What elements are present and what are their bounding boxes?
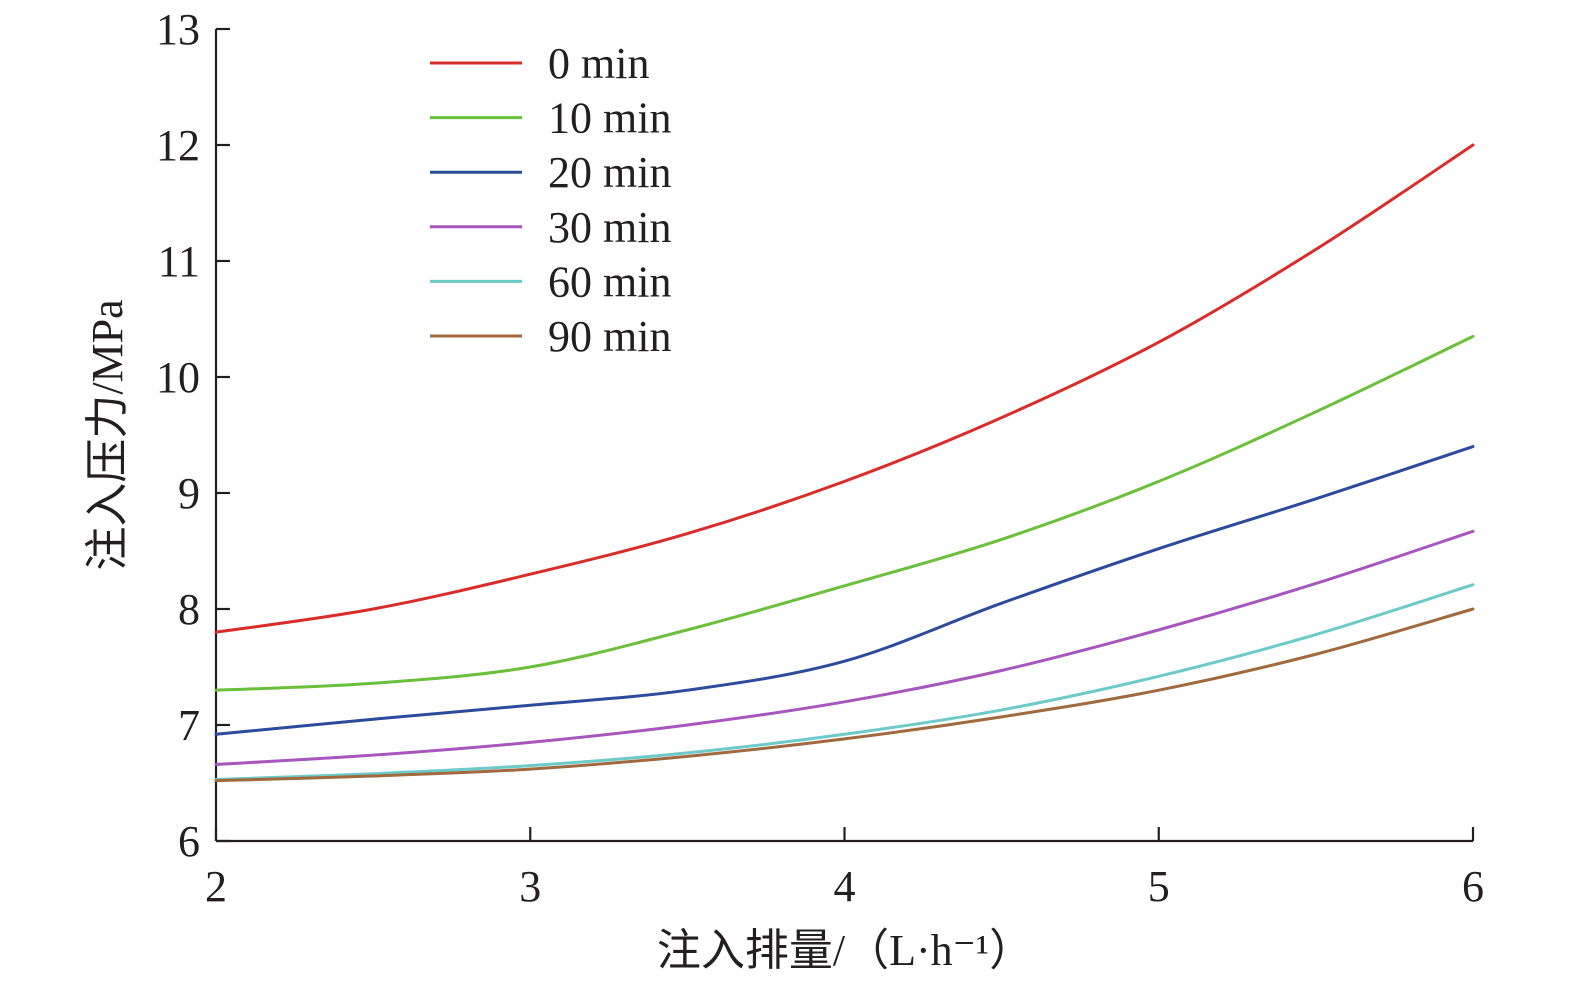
legend-label: 10 min bbox=[548, 94, 671, 143]
y-tick-label: 8 bbox=[178, 585, 200, 634]
tick-labels: 2 3 4 5 6 6 7 8 9 10 11 12 13 bbox=[156, 5, 1484, 911]
x-axis-title: 注入排量/（L·h⁻¹） bbox=[657, 926, 1033, 975]
y-tick-label: 7 bbox=[178, 701, 200, 750]
series-line-10-min bbox=[214, 334, 1475, 692]
series-lines bbox=[214, 143, 1475, 783]
series-line-90-min bbox=[214, 607, 1475, 783]
series-line-0-min bbox=[214, 143, 1475, 634]
y-tick-label: 6 bbox=[178, 817, 200, 866]
y-tick-label: 12 bbox=[156, 121, 200, 170]
legend-label: 90 min bbox=[548, 312, 671, 361]
legend: 0 min 10 min 20 min 30 min 60 min 90 min bbox=[430, 39, 671, 361]
legend-label: 60 min bbox=[548, 257, 671, 306]
legend-label: 30 min bbox=[548, 203, 671, 252]
x-tick-label: 2 bbox=[205, 862, 227, 911]
y-tick-label: 9 bbox=[178, 469, 200, 518]
legend-label: 20 min bbox=[548, 148, 671, 197]
x-tick-label: 5 bbox=[1148, 862, 1170, 911]
y-tick-label: 11 bbox=[158, 237, 200, 286]
y-tick-label: 10 bbox=[156, 353, 200, 402]
y-tick-label: 13 bbox=[156, 5, 200, 54]
series-line-60-min bbox=[214, 583, 1475, 782]
x-tick-label: 4 bbox=[834, 862, 856, 911]
x-tick-label: 3 bbox=[519, 862, 541, 911]
x-tick-label: 6 bbox=[1462, 862, 1484, 911]
legend-label: 0 min bbox=[548, 39, 649, 88]
y-axis-title: 注入压力/MPa bbox=[83, 299, 132, 570]
axes bbox=[214, 29, 1473, 843]
series-line-30-min bbox=[214, 529, 1475, 766]
ticks bbox=[214, 27, 1475, 843]
series-line-20-min bbox=[214, 445, 1475, 736]
